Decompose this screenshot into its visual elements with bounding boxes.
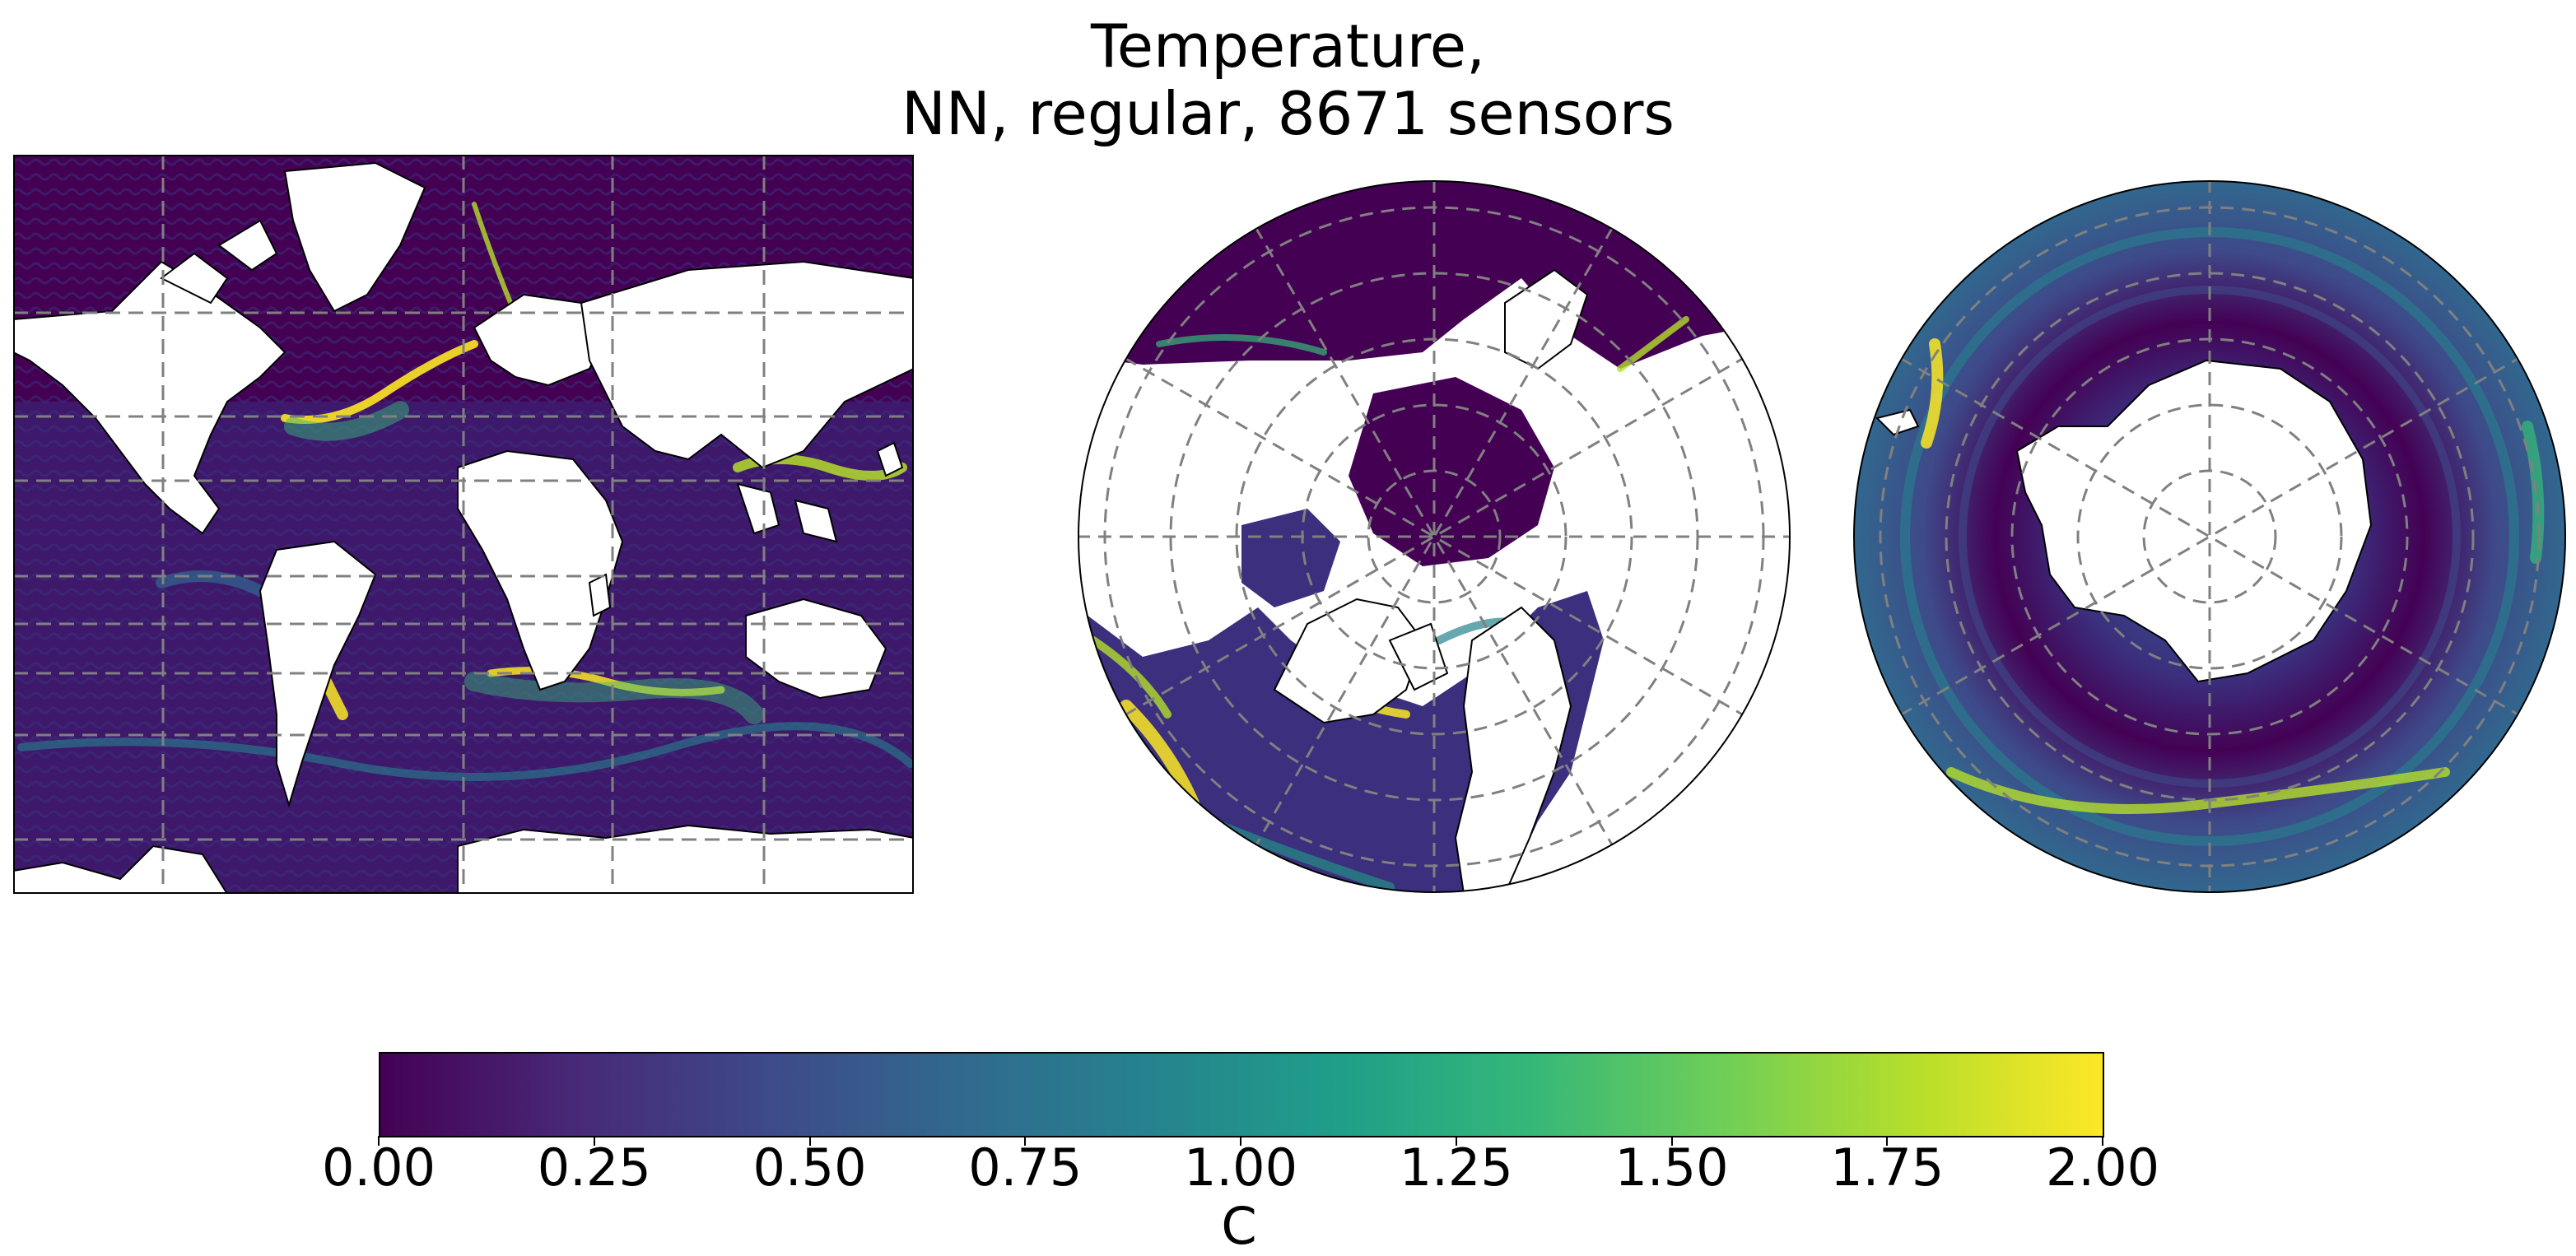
graticule — [1879, 181, 2541, 892]
colorbar-tick-label: 0.75 — [968, 1137, 1083, 1198]
colorbar-tick — [1670, 1136, 1673, 1146]
colorbar-tick-label: 1.50 — [1614, 1137, 1729, 1198]
colorbar-tick — [2102, 1136, 2103, 1146]
colorbar-tick-label: 1.00 — [1183, 1137, 1298, 1198]
land-masses — [1875, 359, 2373, 683]
colorbar-tick — [1886, 1136, 1889, 1146]
colorbar-tick-label: 1.75 — [1830, 1137, 1945, 1198]
colorbar — [378, 1052, 2104, 1146]
graticule — [1078, 181, 1790, 892]
colorbar-tick — [1024, 1136, 1027, 1146]
south-polar-map — [1853, 180, 2566, 893]
colorbar-tick-label: 0.25 — [537, 1137, 651, 1198]
colorbar-tick — [593, 1136, 595, 1146]
north-polar-map — [1078, 180, 1791, 893]
colorbar-tick — [1455, 1136, 1457, 1146]
colorbar-gradient — [379, 1052, 2104, 1137]
figure-title-line-1: Temperature, — [1091, 12, 1485, 81]
colorbar-tick — [378, 1136, 380, 1146]
graticule — [13, 155, 914, 894]
colorbar-tick-label: 0.00 — [321, 1137, 436, 1198]
colorbar-tick-label: 0.50 — [752, 1137, 867, 1198]
colorbar-tick-label: 1.25 — [1399, 1137, 1513, 1198]
figure-title-line-2: NN, regular, 8671 sensors — [901, 79, 1675, 148]
colorbar-label: C — [1221, 1196, 1257, 1256]
colorbar-tick — [1240, 1136, 1241, 1146]
land-masses — [1273, 268, 1589, 892]
colorbar-tick — [808, 1136, 811, 1146]
world-map — [13, 155, 914, 894]
colorbar-tick-label: 2.00 — [2045, 1137, 2160, 1198]
